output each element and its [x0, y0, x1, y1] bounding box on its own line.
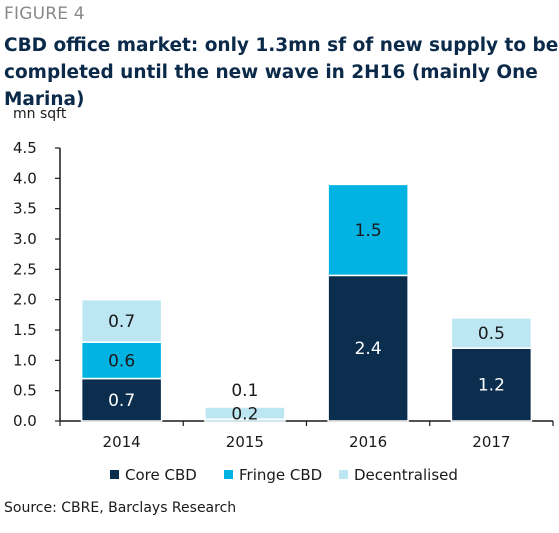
bar-segment-decentralised — [450, 317, 533, 349]
data-label: 1.2 — [478, 376, 505, 396]
y-tick-label: 1.0 — [13, 351, 37, 369]
data-label: 0.2 — [231, 405, 258, 425]
y-tick-label: 4.5 — [13, 139, 37, 157]
data-label: 0.7 — [108, 391, 135, 411]
y-tick-label: 0.5 — [13, 382, 37, 400]
x-tick-label: 2017 — [472, 433, 510, 451]
y-axis-unit-label: mn sqft — [13, 106, 67, 122]
y-tick-label: 1.5 — [13, 321, 37, 339]
source-note: Source: CBRE, Barclays Research — [4, 500, 237, 516]
data-label: 0.5 — [478, 324, 505, 344]
legend-label: Core CBD — [125, 466, 197, 484]
figure-label: FIGURE 4 — [4, 4, 85, 24]
data-label: 0.1 — [231, 381, 258, 401]
data-label: 0.7 — [108, 312, 135, 332]
bar-segment-core-cbd — [450, 347, 533, 422]
bar-segment-decentralised — [80, 298, 163, 343]
y-tick-label: 3.5 — [13, 200, 37, 218]
y-tick-label: 0.0 — [13, 412, 37, 430]
legend-item-decentralised: Decentralised — [339, 466, 458, 484]
bar-segment-fringe-cbd — [327, 183, 409, 277]
data-label: 0.6 — [108, 351, 135, 371]
y-tick-label: 2.0 — [13, 291, 37, 309]
y-tick-label: 3.0 — [13, 230, 37, 248]
chart-title-line1: CBD office market: only 1.3mn sf of new … — [4, 35, 559, 56]
chart-title-line2: completed until the new wave in 2H16 (ma… — [4, 62, 538, 110]
data-label: 1.5 — [355, 221, 382, 241]
legend-swatch — [224, 470, 233, 479]
y-tick-label: 2.5 — [13, 260, 37, 278]
bar-segment-core-cbd — [80, 377, 163, 422]
legend-swatch — [339, 470, 348, 479]
legend-label: Decentralised — [354, 466, 458, 484]
bar-segment-decentralised — [204, 406, 286, 420]
chart-title: CBD office market: only 1.3mn sf of new … — [4, 32, 559, 113]
legend-swatch — [110, 470, 119, 479]
x-tick-label: 2015 — [226, 433, 264, 451]
y-tick-label: 4.0 — [13, 169, 37, 187]
legend-item-core-cbd: Core CBD — [110, 466, 197, 484]
data-label: 2.4 — [355, 339, 382, 359]
legend-label: Fringe CBD — [239, 466, 323, 484]
legend-item-fringe-cbd: Fringe CBD — [224, 466, 322, 484]
x-tick-label: 2014 — [103, 433, 141, 451]
x-tick-label: 2016 — [349, 433, 387, 451]
